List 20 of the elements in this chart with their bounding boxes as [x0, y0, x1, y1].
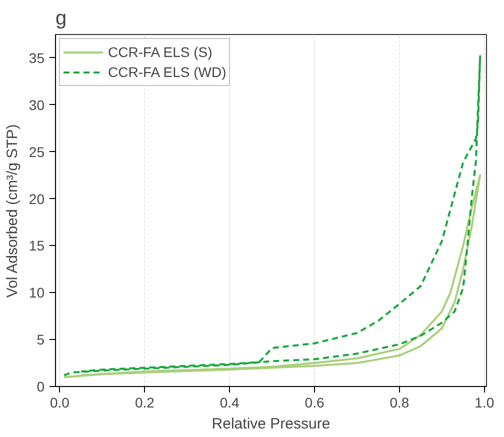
y-tick-label: 10 [28, 284, 45, 301]
legend-label: CCR-FA ELS (WD) [108, 64, 226, 80]
x-tick-label: 1.0 [474, 394, 494, 410]
y-axis-title: Vol Adsorbed (cm³/g STP) [4, 124, 21, 298]
x-axis-title: Relative Pressure [212, 416, 330, 432]
x-tick-label: 0.2 [134, 394, 155, 410]
y-tick-label: 25 [28, 144, 45, 160]
x-tick-label: 0.6 [304, 394, 324, 410]
y-tick-label: 35 [28, 50, 45, 66]
line-series [62, 174, 482, 378]
legend-label: CCR-FA ELS (S) [108, 44, 212, 60]
x-tick-label: 0.8 [390, 394, 410, 410]
x-tick-label: 0.4 [220, 394, 240, 410]
y-tick-label: 15 [28, 238, 45, 254]
chart-title: g [56, 8, 67, 30]
y-tick-label: 0 [36, 378, 45, 394]
x-tick-label: 0.0 [50, 394, 70, 410]
y-tick-label: 20 [28, 190, 45, 207]
y-tick-label: 5 [36, 332, 45, 348]
y-tick-label: 30 [28, 96, 45, 113]
